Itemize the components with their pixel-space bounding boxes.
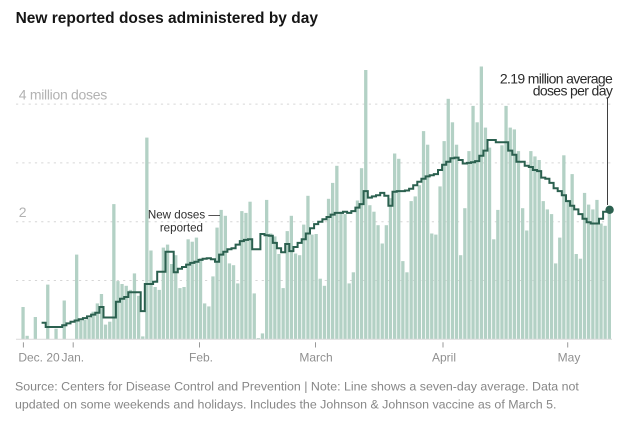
svg-text:Dec. 20: Dec. 20 <box>18 351 60 365</box>
svg-text:Feb.: Feb. <box>189 351 213 365</box>
svg-text:updated on some weekends and h: updated on some weekends and holidays. I… <box>15 398 556 412</box>
svg-text:2.19 million average: 2.19 million average <box>500 71 613 87</box>
svg-text:New reported doses administere: New reported doses administered by day <box>16 10 319 27</box>
svg-text:March: March <box>299 351 332 365</box>
svg-text:4 million doses: 4 million doses <box>19 87 107 103</box>
svg-text:2: 2 <box>19 204 27 220</box>
svg-text:April: April <box>432 351 456 365</box>
svg-text:reported: reported <box>160 221 203 234</box>
svg-text:doses per day: doses per day <box>533 83 613 99</box>
svg-text:Source: Centers for Disease Co: Source: Centers for Disease Control and … <box>15 380 579 394</box>
svg-text:New doses —: New doses — <box>148 209 221 222</box>
svg-text:Jan.: Jan. <box>61 351 84 365</box>
svg-text:May: May <box>558 351 581 365</box>
